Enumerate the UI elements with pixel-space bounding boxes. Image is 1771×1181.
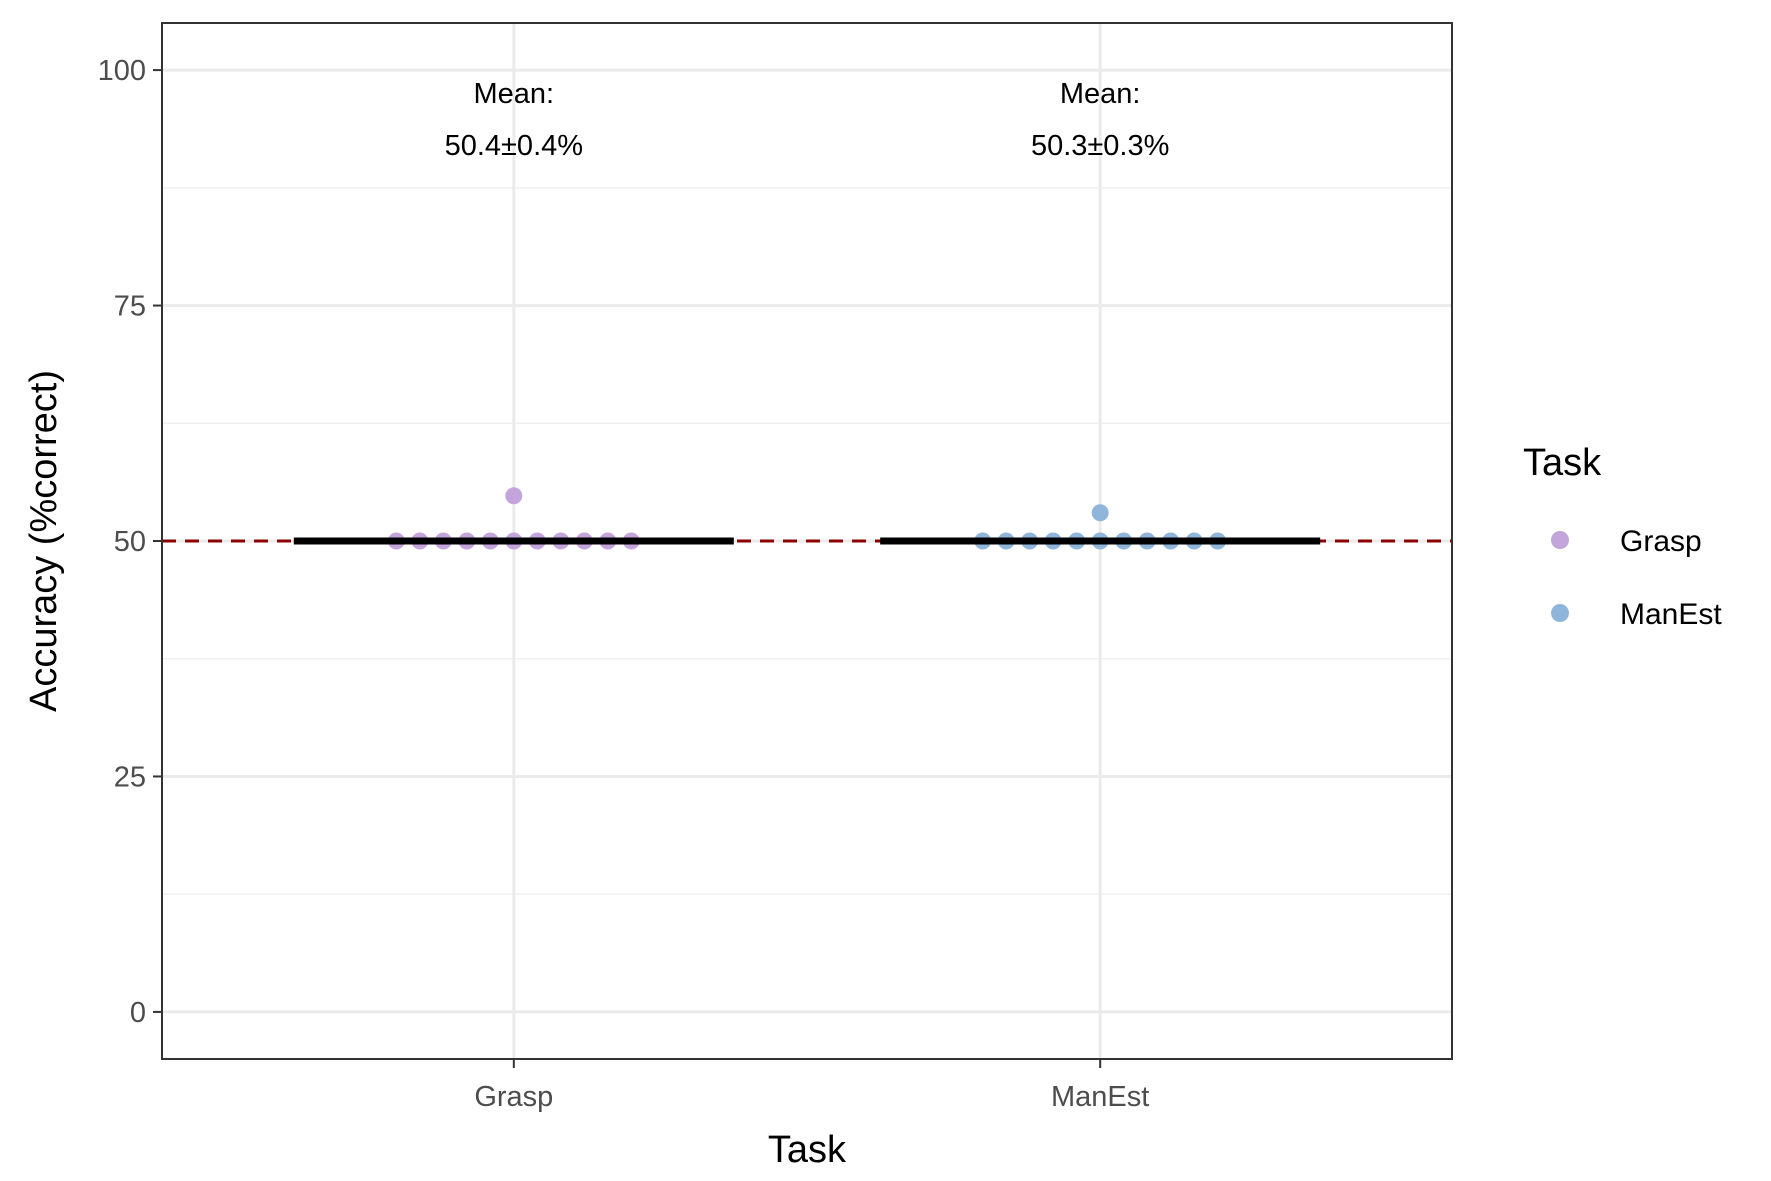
x-axis: Grasp ManEst	[474, 1059, 1149, 1113]
legend-items: Grasp ManEst	[1551, 525, 1722, 631]
y-tick-label: 25	[114, 761, 146, 793]
legend: Task Grasp ManEst	[1523, 442, 1722, 631]
data-point-manest	[1091, 504, 1109, 522]
mean-annotation-manest: 50.3±0.3%	[1031, 130, 1169, 162]
x-tick-label: Grasp	[474, 1081, 553, 1113]
mean-annotation-grasp: Mean:	[474, 78, 555, 110]
mean-annotation-manest: Mean:	[1060, 78, 1141, 110]
x-axis-title: Task	[768, 1129, 847, 1171]
y-axis: 0 25 50 75 100	[98, 55, 162, 1029]
legend-label-grasp: Grasp	[1620, 525, 1702, 558]
y-tick-label: 75	[114, 291, 146, 323]
y-axis-title: Accuracy (%correct)	[23, 370, 65, 712]
legend-label-manest: ManEst	[1620, 598, 1722, 631]
legend-title: Task	[1523, 442, 1602, 484]
data-point-grasp	[505, 487, 523, 505]
y-tick-label: 50	[114, 526, 146, 558]
mean-annotation-grasp: 50.4±0.4%	[445, 130, 583, 162]
mean-annotations: Mean: 50.4±0.4% Mean: 50.3±0.3%	[445, 78, 1170, 162]
x-tick-label: ManEst	[1051, 1081, 1149, 1113]
legend-key-manest	[1551, 604, 1569, 622]
legend-key-grasp	[1551, 531, 1569, 549]
y-tick-label: 0	[130, 997, 146, 1029]
y-tick-label: 100	[98, 55, 146, 87]
